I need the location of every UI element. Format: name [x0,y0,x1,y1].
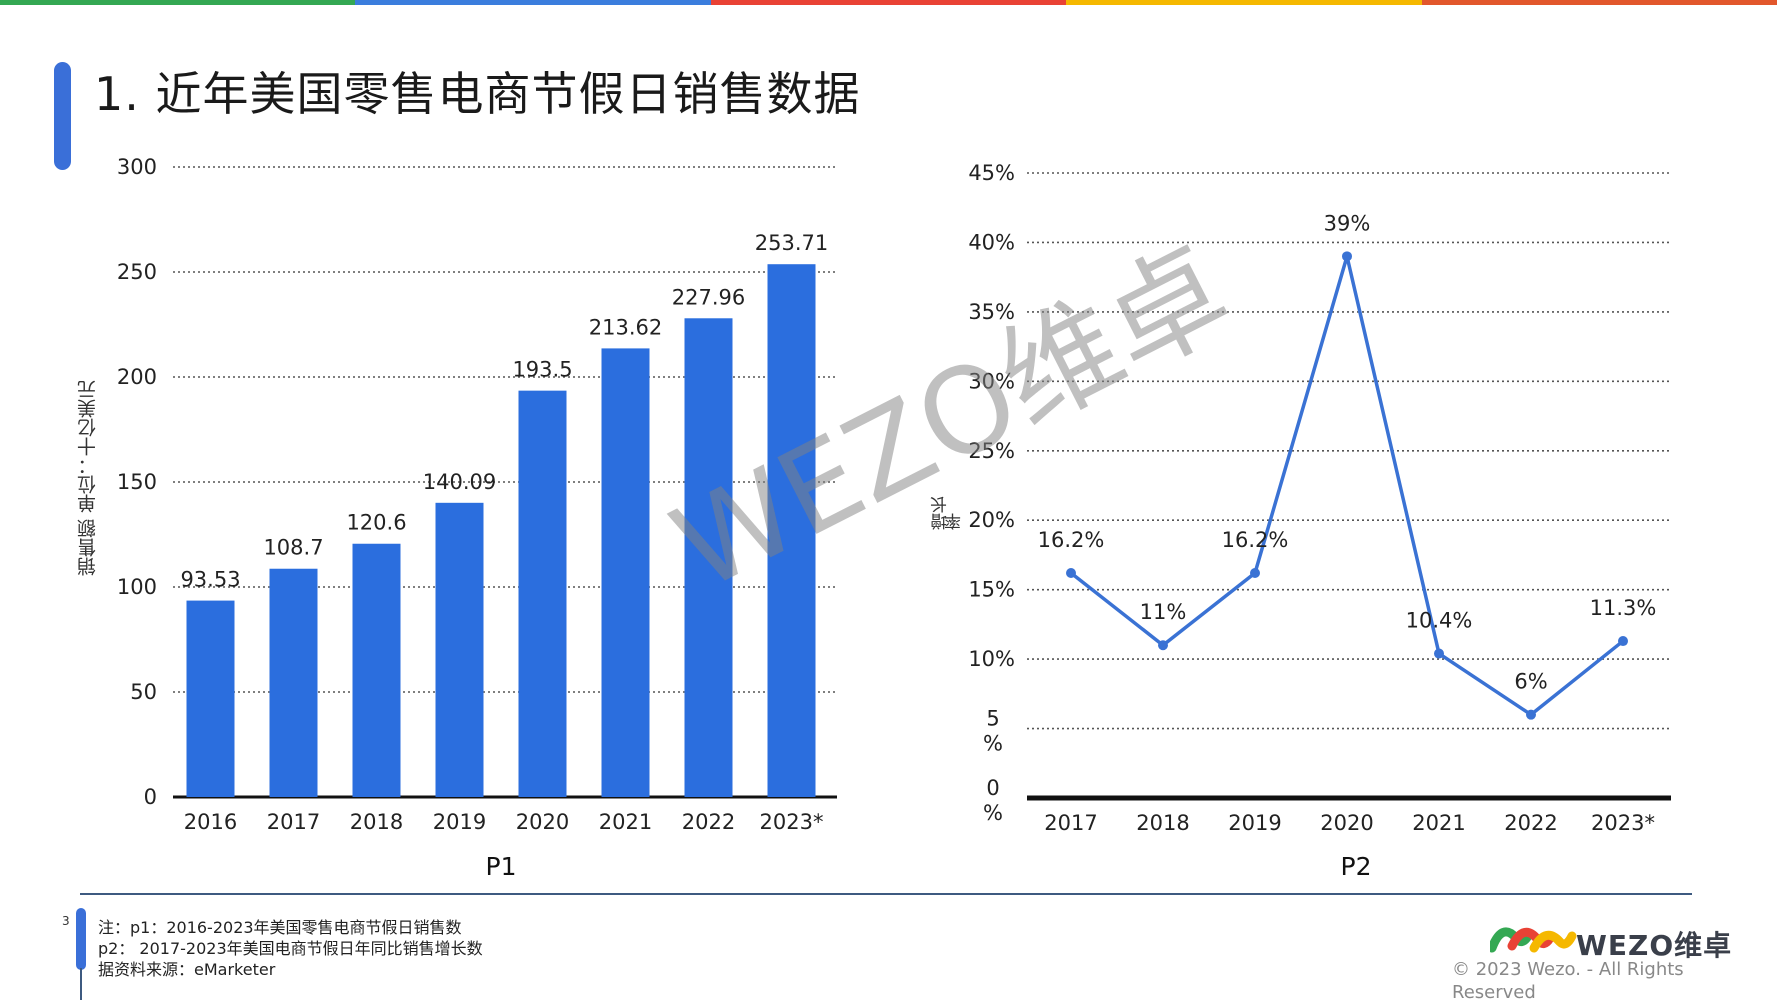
p2-point [1342,251,1352,262]
p1-caption: P1 [486,852,517,881]
footer-divider [80,893,1692,895]
p1-value-label: 213.62 [589,315,662,339]
p2-value-label: 6% [1514,670,1547,694]
p2-value-label: 11% [1140,600,1187,624]
p1-x-tick-label: 2018 [350,810,403,834]
p1-bar [767,264,816,798]
title-accent-bar [54,62,71,170]
p2-point [1250,568,1260,578]
p1-y-tick-label: 100 [117,575,157,599]
p2-value-label: 39% [1324,211,1371,235]
brand-logo-text: WEZO维卓 [1576,929,1733,962]
p2-x-tick-label: 2022 [1504,811,1557,835]
wezo-logo-icon [1490,927,1577,953]
p2-y-tick-label: 35% [968,300,1015,324]
p1-y-tick-label: 200 [117,365,157,389]
p2-point [1158,640,1168,651]
p1-x-tick-label: 2020 [516,810,569,834]
p1-x-tick-label: 2017 [267,810,320,834]
p2-value-label: 10.4% [1406,609,1473,633]
top-strip-green [0,0,356,5]
p1-bar [186,600,235,797]
p2-y-tick-label: 25% [968,439,1015,463]
p2-value-label: 16.2% [1038,528,1105,552]
p1-y-tick-label: 0 [144,785,157,809]
p2-point [1066,568,1076,578]
p2-value-label: 16.2% [1222,528,1289,552]
p1-value-label: 193.5 [512,358,572,382]
p1-value-label: 140.09 [423,470,496,494]
footer-vertical-line [80,968,82,1000]
p2-y-tick-label: 15% [968,578,1015,602]
p2-y-tick-label: 45% [968,161,1015,185]
p1-x-tick-label: 2019 [433,810,486,834]
p2-x-tick-label: 2019 [1228,811,1281,835]
p1-bar [269,568,318,797]
top-strip-yellow [1066,0,1422,5]
p2-y-tick-label: 0 [986,776,999,800]
note-line-2: p2： 2017-2023年美国电商节假日年同比销售增长数 [98,939,483,958]
p1-value-label: 108.7 [263,536,323,560]
p2-caption: P2 [1341,852,1372,881]
p1-y-tick-label: 50 [130,680,157,704]
line-chart-p2: 0%5%10%15%20%25%30%35%40%45%16.2%201711%… [968,161,1671,881]
top-color-strip [0,0,1777,5]
p2-point [1618,636,1628,647]
p2-y-tick-label: 5 [986,707,999,731]
top-strip-blue [355,0,711,5]
p1-x-tick-label: 2022 [682,810,735,834]
p1-bar [518,390,567,797]
p1-y-tick-label: 150 [117,470,157,494]
p1-x-tick-label: 2016 [184,810,237,834]
p1-value-label: 93.53 [180,568,240,592]
p1-y-axis-label: 销售额 单位：十亿美元 [77,380,99,577]
p1-bar [352,543,401,797]
p1-x-tick-label: 2023* [760,810,824,834]
p2-y-tick-label: 40% [968,230,1015,254]
top-strip-red [710,0,1067,5]
p2-point [1434,648,1444,659]
footer-accent-bar [76,908,86,970]
p1-value-label: 253.71 [755,231,828,255]
p2-x-tick-label: 2023* [1591,811,1655,835]
p2-y-tick-label: 20% [968,508,1015,532]
p1-y-tick-label: 300 [117,155,157,179]
p2-x-tick-label: 2020 [1320,811,1373,835]
top-strip-orange [1421,0,1777,5]
p2-y-tick-unit: % [983,801,1003,825]
p2-y-tick-label: 30% [968,369,1015,393]
p1-x-tick-label: 2021 [599,810,652,834]
p1-value-label: 120.6 [346,511,406,535]
page-number: 3 [62,914,70,928]
p2-x-tick-label: 2017 [1044,811,1097,835]
p1-bar [684,318,733,797]
note-line-3: 据资料来源：eMarketer [98,960,276,979]
copyright-text: © 2023 Wezo. - All Rights Reserved [1452,959,1684,1003]
p2-point [1526,709,1536,720]
p2-value-label: 11.3% [1590,596,1657,620]
note-line-1: 注：p1：2016-2023年美国零售电商节假日销售数 [98,918,462,937]
p2-x-tick-label: 2021 [1412,811,1465,835]
p2-x-tick-label: 2018 [1136,811,1189,835]
bar-chart-p1: 0 50 100 150 200 250 300 93.53 2016 108.7 2017 120.… [117,155,837,881]
p1-y-tick-label: 250 [117,260,157,284]
p1-value-label: 227.96 [672,285,745,309]
p1-bar [601,348,650,797]
page-title: 1. 近年美国零售电商节假日销售数据 [94,67,861,121]
p2-y-tick-unit: % [983,732,1003,756]
p1-bar [435,502,484,797]
p2-y-tick-label: 10% [968,647,1015,671]
